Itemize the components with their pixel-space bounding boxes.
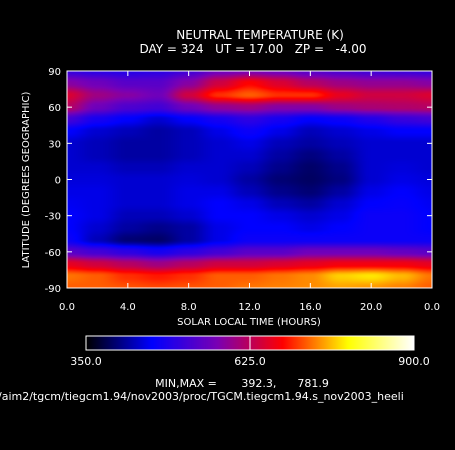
x-axis: 0.0 4.0 8.0 12.0 16.0 20.0 0.0 — [59, 71, 440, 313]
file-path-text: /aim2/tgcm/tiegcm1.94/nov2003/proc/TGCM.… — [0, 390, 404, 403]
y-tick-label: -30 — [45, 212, 61, 223]
chart-title: NEUTRAL TEMPERATURE (K) — [176, 28, 344, 42]
x-tick-label: 4.0 — [120, 302, 136, 313]
chart-subtitle: DAY = 324 UT = 17.00 ZP = -4.00 — [139, 42, 366, 56]
x-tick-label: 16.0 — [299, 302, 321, 313]
y-tick-label: 60 — [48, 103, 61, 114]
y-tick-label: -90 — [45, 284, 61, 295]
x-tick-label: 8.0 — [181, 302, 197, 313]
y-tick-label: -60 — [45, 248, 61, 259]
colorbar-labels: 350.0 625.0 900.0 — [70, 336, 430, 368]
colorbar-tick-label: 350.0 — [70, 355, 102, 368]
colorbar-tick-label: 900.0 — [398, 355, 430, 368]
x-tick-label: 12.0 — [238, 302, 260, 313]
heatmap-image — [67, 71, 432, 288]
y-tick-label: 90 — [48, 67, 61, 78]
x-tick-label: 0.0 — [59, 302, 75, 313]
y-tick-label: 30 — [48, 139, 61, 150]
minmax-text: MIN,MAX = 392.3, 781.9 — [155, 377, 329, 390]
colorbar-tick-label: 625.0 — [234, 355, 266, 368]
y-tick-label: 0 — [55, 176, 61, 187]
y-axis-label: LATITUDE (DEGREES GEOGRAPHIC) — [21, 92, 32, 269]
x-axis-label: SOLAR LOCAL TIME (HOURS) — [177, 317, 321, 328]
y-axis: 90 60 30 0 -30 -60 -90 — [45, 67, 432, 295]
x-tick-label: 20.0 — [360, 302, 382, 313]
x-tick-label: 0.0 — [424, 302, 440, 313]
